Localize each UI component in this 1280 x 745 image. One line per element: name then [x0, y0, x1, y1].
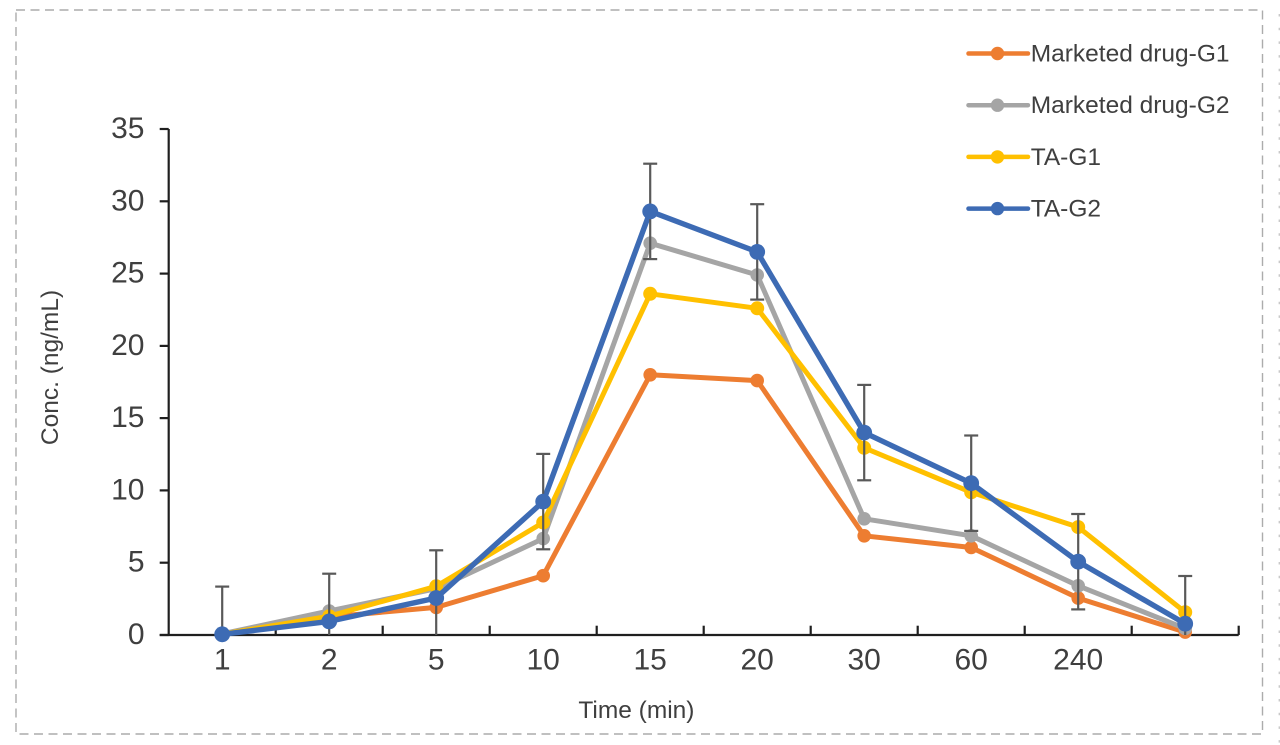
svg-text:30: 30	[848, 644, 881, 677]
svg-text:60: 60	[955, 644, 988, 677]
svg-text:Conc. (ng/mL): Conc. (ng/mL)	[37, 290, 64, 445]
svg-text:35: 35	[111, 112, 144, 145]
svg-text:TA-G1: TA-G1	[1031, 144, 1101, 171]
svg-text:25: 25	[111, 257, 144, 290]
svg-text:Marketed drug-G1: Marketed drug-G1	[1031, 41, 1230, 68]
svg-text:10: 10	[527, 644, 560, 677]
svg-text:30: 30	[111, 184, 144, 217]
svg-text:240: 240	[1053, 644, 1103, 677]
svg-text:TA-G2: TA-G2	[1031, 196, 1101, 223]
svg-text:20: 20	[111, 329, 144, 362]
svg-text:10: 10	[111, 473, 144, 506]
svg-text:Marketed drug-G2: Marketed drug-G2	[1031, 92, 1230, 119]
svg-text:2: 2	[321, 644, 338, 677]
svg-text:15: 15	[634, 644, 667, 677]
svg-text:Time (min): Time (min)	[578, 697, 694, 724]
svg-text:5: 5	[128, 546, 145, 579]
svg-text:15: 15	[111, 401, 144, 434]
svg-text:0: 0	[128, 618, 145, 651]
svg-text:5: 5	[428, 644, 445, 677]
svg-text:20: 20	[741, 644, 774, 677]
svg-text:1: 1	[214, 644, 231, 677]
